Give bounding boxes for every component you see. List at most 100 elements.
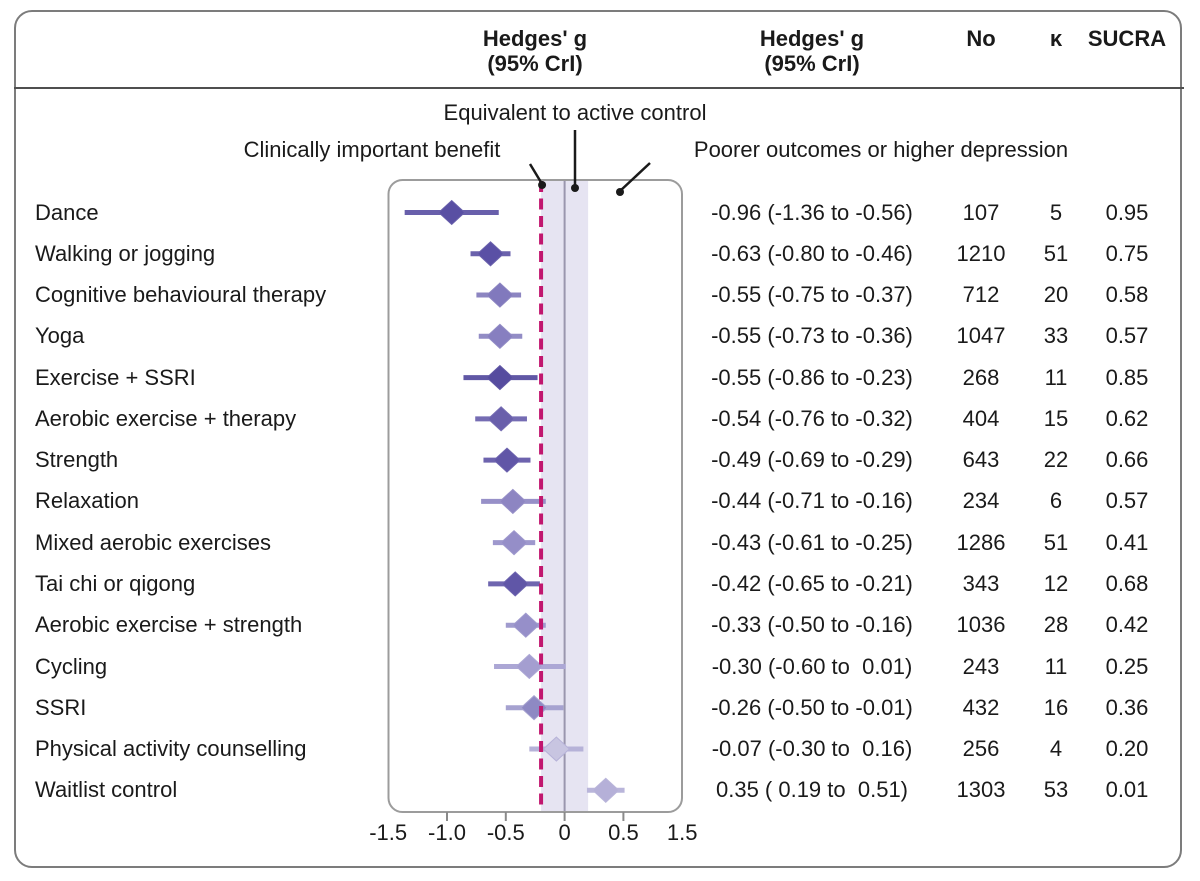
row-k-value: 6	[1049, 488, 1063, 514]
header-effect-text-title: Hedges' g	[759, 26, 865, 51]
column-header-n: No	[966, 26, 996, 51]
row-n-value: 432	[962, 694, 1000, 720]
row-sucra-value: 0.57	[1105, 323, 1149, 349]
row-sucra-value: 0.66	[1105, 447, 1149, 473]
row-effect-value: -0.55 (-0.86 to -0.23)	[711, 364, 913, 390]
effect-diamond	[486, 282, 514, 308]
row-effect-value: -0.33 (-0.50 to -0.16)	[711, 612, 913, 638]
row-k-value: 51	[1043, 240, 1069, 266]
annotation-clinically-important-benefit: Clinically important benefit	[243, 137, 501, 162]
row-label: Tai chi or qigong	[35, 570, 196, 596]
axis-tick-label: 0	[558, 820, 570, 845]
axis-tick-label: 0.5	[608, 820, 639, 845]
row-label: Yoga	[35, 323, 85, 349]
effect-diamond	[501, 571, 529, 597]
row-n-value: 1036	[956, 612, 1006, 638]
effect-diamond	[437, 199, 466, 226]
row-label: Cycling	[35, 653, 108, 679]
row-k-value: 53	[1043, 777, 1069, 803]
leader-benefit-dot	[538, 181, 547, 189]
row-effect-value: -0.96 (-1.36 to -0.56)	[711, 199, 913, 225]
axis-tick-label: -1.5	[369, 820, 407, 845]
row-sucra-value: 0.95	[1105, 199, 1149, 225]
row-k-value: 20	[1043, 282, 1069, 307]
row-label: Dance	[35, 199, 99, 225]
row-label: Aerobic exercise + therapy	[35, 405, 297, 431]
row-effect-value: -0.07 (-0.30 to 0.16)	[711, 736, 913, 761]
figure-frame	[14, 10, 1182, 868]
row-k-value: 15	[1043, 405, 1069, 431]
effect-diamond	[542, 736, 571, 762]
row-label: Mixed aerobic exercises	[35, 529, 271, 555]
row-label: Cognitive behavioural therapy	[35, 282, 327, 307]
row-sucra-value: 0.01	[1105, 777, 1149, 803]
row-sucra-value: 0.42	[1105, 612, 1149, 638]
row-k-value: 33	[1043, 323, 1069, 349]
row-k-value: 5	[1049, 199, 1063, 225]
row-sucra-value: 0.41	[1105, 529, 1149, 555]
row-effect-value: -0.42 (-0.65 to -0.21)	[711, 570, 913, 596]
row-n-value: 268	[962, 364, 1000, 390]
row-label: SSRI	[35, 694, 87, 720]
column-header-sucra: SUCRA	[1087, 26, 1167, 51]
row-n-value: 643	[962, 447, 1000, 473]
effect-diamond	[499, 488, 527, 515]
annotation-equivalent-active-control: Equivalent to active control	[443, 100, 707, 125]
row-label: Walking or jogging	[35, 240, 216, 266]
row-sucra-value: 0.62	[1105, 405, 1149, 431]
column-header-effect-text: Hedges' g (95% CrI)	[712, 26, 912, 76]
column-header-kappa: κ	[1049, 26, 1063, 51]
row-effect-value: -0.54 (-0.76 to -0.32)	[711, 405, 913, 431]
row-effect-value: -0.49 (-0.69 to -0.29)	[711, 447, 913, 473]
row-label: Aerobic exercise + strength	[35, 612, 303, 638]
row-n-value: 712	[962, 282, 1000, 307]
effect-diamond	[592, 777, 620, 803]
row-label: Waitlist control	[35, 777, 178, 803]
header-effect-text-sub: (95% CrI)	[764, 51, 860, 76]
row-label: Strength	[35, 447, 119, 473]
row-effect-value: -0.30 (-0.60 to 0.01)	[711, 653, 913, 679]
row-sucra-value: 0.20	[1105, 736, 1149, 761]
row-k-value: 11	[1044, 653, 1068, 679]
row-k-value: 28	[1043, 612, 1069, 638]
leader-poorer-dot	[616, 188, 624, 196]
row-sucra-value: 0.25	[1105, 653, 1149, 679]
leader-poorer-line	[619, 162, 651, 192]
row-n-value: 1303	[956, 777, 1006, 803]
row-effect-value: -0.43 (-0.61 to -0.25)	[711, 529, 913, 555]
row-sucra-value: 0.58	[1105, 282, 1149, 307]
effect-diamond	[515, 653, 544, 680]
row-k-value: 12	[1043, 570, 1069, 596]
row-n-value: 107	[962, 199, 1000, 225]
leader-benefit-line	[528, 163, 544, 185]
plot-box	[387, 179, 683, 813]
row-effect-value: -0.26 (-0.50 to -0.01)	[711, 694, 913, 720]
row-label: Physical activity counselling	[35, 736, 307, 761]
row-n-value: 1210	[956, 240, 1006, 266]
row-n-value: 1047	[956, 323, 1006, 349]
row-n-value: 343	[962, 570, 1000, 596]
row-n-value: 404	[962, 405, 1000, 431]
header-divider	[14, 87, 1184, 89]
row-sucra-value: 0.68	[1105, 570, 1149, 596]
row-label: Relaxation	[35, 488, 139, 514]
row-k-value: 11	[1044, 364, 1068, 390]
effect-diamond	[512, 612, 540, 638]
row-label: Exercise + SSRI	[35, 364, 196, 390]
effect-diamond	[493, 447, 521, 473]
header-effect-plot-sub: (95% CrI)	[487, 51, 583, 76]
effect-diamond	[486, 323, 514, 349]
row-sucra-value: 0.85	[1105, 364, 1149, 390]
header-effect-plot-title: Hedges' g	[482, 26, 588, 51]
row-k-value: 51	[1043, 529, 1069, 555]
row-sucra-value: 0.36	[1105, 694, 1149, 720]
row-n-value: 234	[962, 488, 1000, 514]
row-effect-value: -0.63 (-0.80 to -0.46)	[711, 240, 913, 266]
row-n-value: 243	[962, 653, 1000, 679]
annotation-poorer-outcomes: Poorer outcomes or higher depression	[693, 137, 1069, 162]
effect-diamond	[487, 406, 515, 432]
axis-tick-label: -1.0	[428, 820, 466, 845]
column-header-effect-plot: Hedges' g (95% CrI)	[435, 26, 635, 76]
